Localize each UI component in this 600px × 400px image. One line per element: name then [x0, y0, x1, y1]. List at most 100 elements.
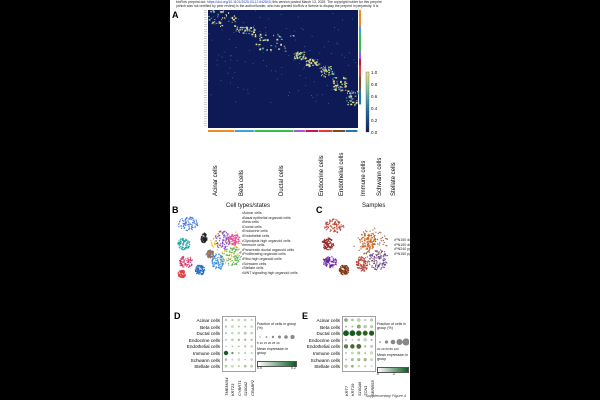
heatmap-signal: [330, 68, 332, 70]
umap-b-point: [237, 261, 240, 263]
umap-c-point: [383, 257, 385, 260]
umap-b-point: [220, 268, 222, 270]
dotplot-e-dot: [357, 318, 361, 322]
umap-b-point: [224, 249, 226, 252]
umap-b-point: [188, 261, 190, 263]
umap-b-point: [180, 264, 182, 267]
heatmap-signal: [252, 30, 255, 33]
heatmap-noise: [259, 16, 261, 18]
legend-marker: •: [242, 266, 244, 271]
doi-link[interactable]: https://doi.org/10.1101/2025.03.12.64284…: [206, 0, 271, 4]
heatmap-noise: [305, 84, 307, 86]
heatmap-gene-tick: [204, 111, 207, 112]
dotplot-d-dot: [244, 338, 247, 341]
heatmap-signal: [304, 57, 307, 59]
umap-b-point: [206, 252, 209, 254]
umap-b-point: [215, 260, 217, 262]
dotplot-d-expr-max: 0.2: [291, 366, 296, 370]
umap-c-point: [366, 237, 368, 239]
heatmap-signal: [234, 25, 237, 27]
heatmap-noise: [230, 59, 232, 61]
umap-b-point: [214, 262, 216, 264]
umap-c-point: [366, 261, 368, 263]
umap-b-point: [216, 263, 218, 265]
umap-b-point: [233, 241, 236, 244]
umap-b-point: [182, 244, 184, 246]
umap-b-point: [186, 261, 189, 264]
umap-b-point: [188, 243, 191, 246]
heatmap-signal: [333, 89, 336, 90]
umap-b-point: [225, 230, 227, 232]
heatmap-noise: [316, 94, 318, 96]
umap-b-point: [215, 237, 217, 239]
umap-c-point: [325, 229, 327, 231]
umap-c-point: [376, 267, 379, 269]
heatmap-signal: [210, 17, 213, 19]
heatmap-signal: [253, 31, 256, 34]
umap-b-point: [180, 242, 182, 244]
umap-c-point: [347, 270, 350, 272]
heatmap-signal: [344, 81, 346, 84]
umap-c-point: [331, 239, 333, 241]
size-legend-dot: [265, 336, 268, 338]
heatmap-signal: [249, 28, 250, 31]
umap-c-point: [358, 262, 360, 264]
heatmap-signal: [330, 67, 332, 70]
umap-b-point: [231, 249, 233, 251]
umap-b-point: [213, 238, 215, 240]
heatmap-signal: [335, 87, 337, 90]
umap-b-point: [226, 254, 229, 257]
umap-b-point: [186, 247, 188, 249]
heatmap-noise: [263, 59, 264, 61]
heatmap-signal: [323, 75, 325, 78]
umap-b-point: [224, 248, 226, 250]
umap-b-point: [218, 234, 220, 237]
heatmap-noise: [216, 59, 218, 61]
umap-b-point: [219, 264, 221, 266]
umap-c-point: [339, 268, 341, 271]
umap-c-point: [363, 232, 365, 234]
dotplot-e-dot: [363, 338, 367, 342]
dotplot-d-dot: [237, 338, 240, 341]
umap-b-point: [213, 257, 215, 259]
heatmap-signal: [253, 29, 256, 31]
heatmap-signal: [259, 48, 262, 49]
umap-c-point: [382, 239, 384, 242]
heatmap-gene-tick: [204, 95, 207, 96]
umap-b-point: [210, 251, 212, 254]
heatmap-signal: [312, 59, 314, 61]
heatmap-noise: [242, 22, 244, 23]
umap-c-point: [323, 241, 325, 244]
dotplot-d-dot: [238, 352, 240, 354]
dotplot-e-dot: [349, 330, 356, 337]
dotplot-e-dot: [345, 325, 347, 328]
heatmap-signal: [259, 48, 262, 51]
size-legend-dot: [259, 336, 261, 338]
heatmap-noise: [332, 12, 334, 14]
dotplot-d-dot: [244, 318, 247, 322]
dotplot-d-dot: [244, 325, 246, 328]
umap-b-point: [182, 276, 184, 279]
umap-b-point: [187, 242, 189, 245]
umap-c-point: [327, 256, 329, 258]
heatmap-signal: [347, 90, 350, 92]
umap-b-legend: •Acinar cells •Basal epithelial organoid …: [242, 211, 298, 275]
heatmap-row-bar: [359, 26, 361, 34]
umap-b-point: [201, 240, 204, 243]
umap-c-point: [378, 244, 380, 246]
heatmap-signal: [264, 34, 267, 36]
umap-c-point: [360, 259, 362, 261]
umap-b-point: [218, 240, 221, 242]
umap-b-point: [188, 241, 191, 243]
heatmap-colorbar-tick: 0.4: [371, 106, 378, 111]
heatmap-signal: [339, 86, 342, 88]
umap-c-point: [383, 253, 386, 255]
heatmap-noise: [312, 97, 314, 98]
heatmap-gene-tick: [204, 97, 207, 98]
heatmap-row-bar: [359, 58, 361, 66]
umap-b-point: [216, 249, 218, 251]
umap-c-point: [325, 248, 328, 250]
heatmap-signal: [260, 36, 262, 38]
dotplot-row-label: Beta cells: [200, 324, 220, 330]
umap-cell-types: [177, 216, 243, 279]
